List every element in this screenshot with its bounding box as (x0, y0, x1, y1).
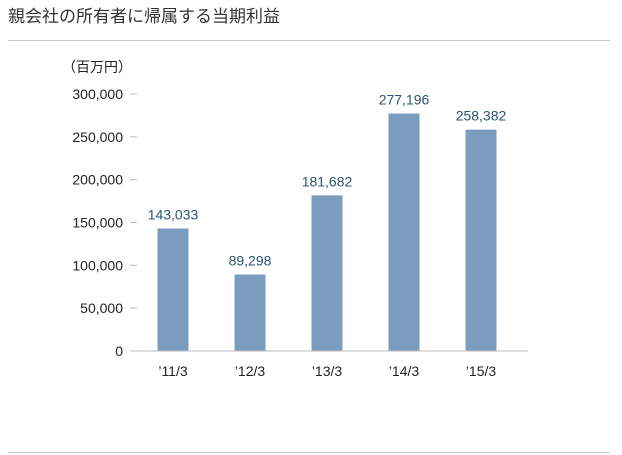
bottom-divider (8, 452, 610, 453)
data-label: 89,298 (229, 253, 272, 269)
y-tick-label: 250,000 (72, 129, 123, 145)
x-tick-label: ’11/3 (158, 363, 188, 379)
chart-title: 親会社の所有者に帰属する当期利益 (8, 7, 280, 26)
title-divider (8, 40, 610, 41)
bars: 143,033 89,298 181,682 277,196 258,382 (148, 92, 507, 351)
x-axis: ’11/3 ’12/3 ’13/3 ’14/3 ’15/3 (130, 350, 528, 379)
x-tick-label: ’15/3 (466, 363, 497, 379)
x-tick-label: ’12/3 (235, 363, 266, 379)
y-tick-label: 50,000 (80, 300, 123, 316)
bar (311, 195, 343, 351)
bar (157, 228, 189, 351)
data-label: 277,196 (379, 92, 430, 108)
y-tick-label: 150,000 (72, 215, 123, 231)
data-label: 143,033 (148, 206, 199, 222)
y-tick-label: 0 (115, 343, 123, 359)
bar (234, 274, 266, 351)
y-tick-label: 200,000 (72, 172, 123, 188)
y-axis: 0 50,000 100,000 150,000 200,000 250,000 300,0… (72, 86, 137, 359)
x-tick-label: ’14/3 (389, 363, 420, 379)
bar (388, 113, 420, 351)
bar (465, 129, 497, 351)
y-tick-label: 300,000 (72, 86, 123, 102)
x-tick-label: ’13/3 (312, 363, 343, 379)
data-label: 258,382 (456, 108, 507, 124)
data-label: 181,682 (302, 173, 353, 189)
y-tick-label: 100,000 (72, 257, 123, 273)
unit-label: （百万円） (62, 59, 132, 75)
